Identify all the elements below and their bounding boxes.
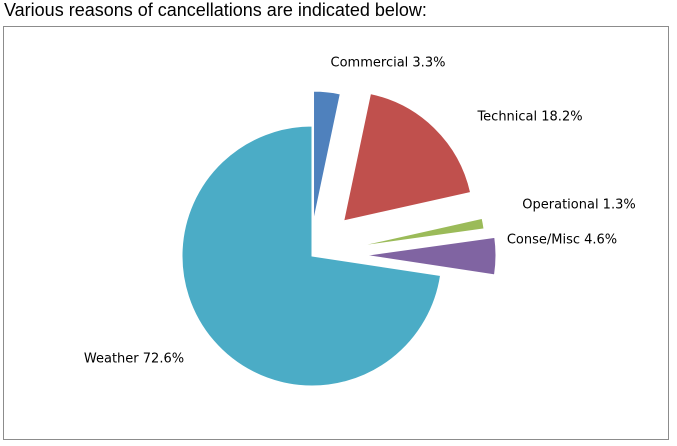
slice-label-technical: Technical 18.2% bbox=[476, 110, 582, 125]
pie-slice-operational bbox=[355, 217, 485, 248]
pie-slice-commercial bbox=[313, 90, 341, 222]
slice-label-weather: Weather 72.6% bbox=[84, 352, 184, 367]
pie-slice-weather bbox=[181, 125, 442, 387]
pie-slice-technical bbox=[343, 93, 472, 222]
page-heading: Various reasons of cancellations are ind… bbox=[4, 0, 427, 20]
slice-label-conse-misc: Conse/Misc 4.6% bbox=[507, 233, 617, 248]
pie-slice-conse-misc bbox=[365, 236, 497, 276]
chart-frame: Commercial 3.3% Technical 18.2% Operationa… bbox=[3, 26, 669, 440]
slice-label-commercial: Commercial 3.3% bbox=[331, 56, 446, 71]
slice-label-operational: Operational 1.3% bbox=[522, 198, 635, 213]
pie-chart: Commercial 3.3% Technical 18.2% Operationa… bbox=[84, 56, 636, 387]
